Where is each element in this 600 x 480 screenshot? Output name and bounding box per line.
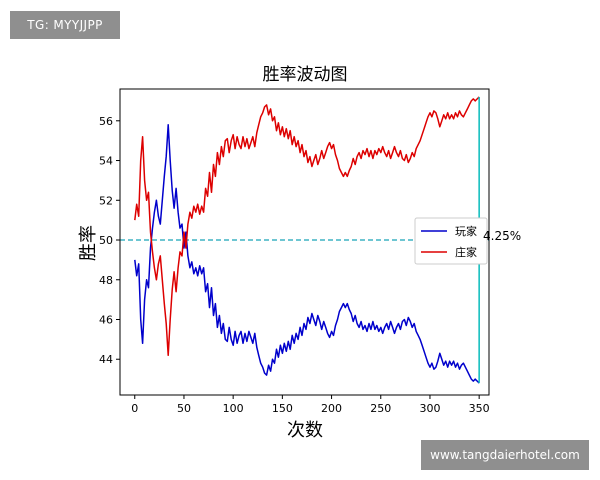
y-tick-label: 46 xyxy=(99,313,113,326)
y-tick-label: 52 xyxy=(99,194,113,207)
x-tick: 300 xyxy=(419,395,440,415)
watermark-telegram: TG: MYYJJPP xyxy=(10,11,120,39)
y-tick: 50 xyxy=(99,234,120,247)
y-tick: 56 xyxy=(99,115,120,128)
y-tick-label: 54 xyxy=(99,155,113,168)
end-annotation: 4.25% xyxy=(483,229,521,243)
legend-label-banker: 庄家 xyxy=(455,245,477,259)
y-tick: 48 xyxy=(99,274,120,287)
x-tick-label: 350 xyxy=(469,402,490,415)
x-tick-label: 200 xyxy=(321,402,342,415)
x-tick-label: 250 xyxy=(370,402,391,415)
chart-title: 胜率波动图 xyxy=(263,65,348,85)
x-axis-label: 次数 xyxy=(287,420,323,441)
y-tick: 54 xyxy=(99,155,120,168)
x-tick: 150 xyxy=(272,395,293,415)
legend-label-player: 玩家 xyxy=(455,224,477,238)
y-tick-label: 56 xyxy=(99,115,113,128)
axes-frame xyxy=(119,88,490,396)
x-tick-label: 0 xyxy=(131,402,138,415)
x-tick: 200 xyxy=(321,395,342,415)
x-tick: 100 xyxy=(223,395,244,415)
x-tick: 50 xyxy=(177,395,191,415)
x-tick-label: 300 xyxy=(419,402,440,415)
y-tick-label: 50 xyxy=(99,234,113,247)
y-tick: 46 xyxy=(99,313,120,326)
y-tick-label: 48 xyxy=(99,274,113,287)
y-axis-ticks: 44 46 48 50 52 54 56 xyxy=(99,115,120,366)
x-tick-label: 150 xyxy=(272,402,293,415)
series-line-banker xyxy=(134,96,480,357)
x-tick: 250 xyxy=(370,395,391,415)
legend: 玩家 庄家 xyxy=(414,217,488,265)
x-axis-ticks: 0 50 100 150 200 250 300 350 xyxy=(131,395,490,415)
x-tick-label: 50 xyxy=(177,402,191,415)
x-tick: 350 xyxy=(469,395,490,415)
y-tick: 44 xyxy=(99,353,120,366)
x-tick: 0 xyxy=(131,395,138,415)
watermark-website: www.tangdaierhotel.com xyxy=(421,440,589,470)
x-tick-label: 100 xyxy=(223,402,244,415)
series-line-player xyxy=(134,124,480,384)
y-tick: 52 xyxy=(99,194,120,207)
y-axis-label: 胜率 xyxy=(78,225,99,261)
y-tick-label: 44 xyxy=(99,353,113,366)
